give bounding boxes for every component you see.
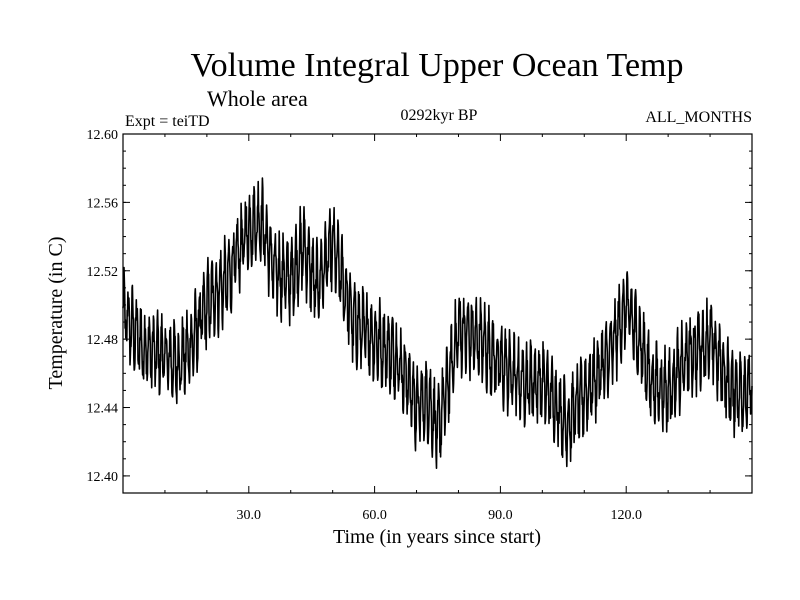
y-tick-label: 12.48 bbox=[87, 333, 119, 348]
y-tick-label: 12.44 bbox=[87, 402, 119, 417]
months-label: ALL_MONTHS bbox=[645, 109, 752, 126]
experiment-label: Expt = teiTD bbox=[125, 113, 210, 130]
plot-frame bbox=[122, 133, 753, 494]
chart-subtitle: Whole area bbox=[207, 86, 308, 111]
chart-title: Volume Integral Upper Ocean Temp bbox=[191, 47, 684, 84]
x-tick-label: 30.0 bbox=[237, 508, 262, 523]
plot-series bbox=[122, 177, 753, 470]
x-tick-label: 120.0 bbox=[610, 508, 642, 523]
y-tick-label: 12.52 bbox=[87, 265, 119, 280]
y-tick-label: 12.56 bbox=[87, 196, 119, 211]
y-tick-label: 12.60 bbox=[87, 128, 119, 143]
x-axis-label: Time (in years since start) bbox=[333, 526, 541, 548]
x-tick-label: 90.0 bbox=[488, 508, 513, 523]
temperature-series-line bbox=[122, 177, 753, 470]
y-axis-label: Temperature (in C) bbox=[45, 237, 67, 390]
period-label: 0292kyr BP bbox=[401, 107, 478, 124]
y-tick-label: 12.40 bbox=[87, 470, 119, 485]
x-tick-label: 60.0 bbox=[362, 508, 387, 523]
